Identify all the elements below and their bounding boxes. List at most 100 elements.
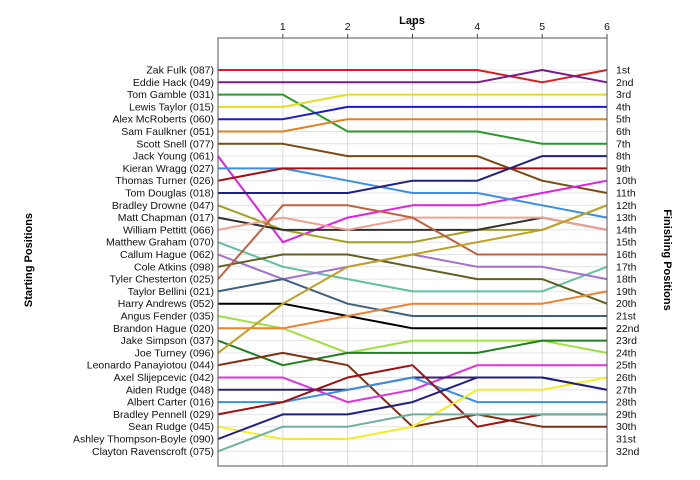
finishing-label: 17th	[616, 261, 637, 273]
finishing-labels: 1st2nd3rd4th5th6th7th8th9th10th11th12th1…	[616, 65, 640, 458]
starting-label: William Pettitt (066)	[123, 224, 214, 236]
series-line	[217, 376, 608, 440]
finishing-label: 32nd	[616, 446, 640, 458]
series-line	[217, 204, 607, 280]
starting-label: Angus Fender (035)	[121, 311, 214, 323]
x-ticks: 1 2 3 4 5 6	[280, 21, 610, 38]
starting-label: Bradley Pennell (029)	[113, 409, 214, 421]
starting-label: Sean Rudge (045)	[128, 421, 214, 433]
starting-label: Cole Atkins (098)	[134, 261, 214, 273]
y-axis-left-title: Starting Positions	[23, 213, 35, 307]
starting-label: Eddie Hack (049)	[133, 77, 214, 89]
series-line	[217, 413, 607, 453]
finishing-label: 25th	[616, 360, 637, 372]
plot-frame	[217, 37, 608, 467]
finishing-label: 4th	[616, 101, 631, 113]
finishing-label: 23rd	[616, 335, 637, 347]
series-line	[217, 253, 608, 305]
starting-label: Kieran Wragg (027)	[123, 163, 214, 175]
finishing-label: 21st	[616, 311, 636, 323]
y-axis-right-title: Finishing Positions	[661, 209, 673, 310]
starting-label: Bradley Drowne (047)	[112, 200, 214, 212]
series-line	[217, 241, 608, 293]
starting-label: Thomas Turner (026)	[115, 175, 214, 187]
series-line	[217, 339, 607, 367]
series-line	[218, 105, 607, 121]
starting-label: Jake Simpson (037)	[121, 335, 214, 347]
series-line	[218, 155, 607, 194]
finishing-label: 26th	[616, 372, 637, 384]
finishing-label: 15th	[616, 237, 637, 249]
series-line	[218, 142, 608, 194]
series-line	[218, 118, 607, 133]
finishing-label: 11th	[616, 188, 636, 200]
starting-label: Jack Young (061)	[133, 151, 214, 163]
finishing-label: 22nd	[616, 323, 640, 335]
starting-label: Scott Snell (077)	[136, 138, 214, 150]
starting-label: Matt Chapman (017)	[118, 212, 214, 224]
series-line	[218, 93, 607, 108]
starting-label: Aiden Rudge (048)	[126, 384, 214, 396]
starting-label: Callum Hague (062)	[120, 249, 214, 261]
finishing-label: 19th	[616, 286, 637, 298]
finishing-label: 24th	[616, 347, 637, 359]
starting-label: Axel Slijepcevic (042)	[114, 372, 214, 384]
starting-label: Alex McRoberts (060)	[112, 114, 214, 126]
series-line	[217, 278, 607, 317]
finishing-label: 16th	[616, 249, 637, 261]
series-line	[218, 69, 608, 84]
series-line	[218, 93, 607, 145]
finishing-label: 1st	[616, 65, 630, 77]
finishing-label: 3rd	[616, 89, 631, 101]
finishing-label: 14th	[616, 224, 637, 236]
finishing-label: 20th	[616, 298, 637, 310]
finishing-label: 9th	[616, 163, 631, 175]
starting-label: Leonardo Panayiotou (044)	[87, 360, 214, 372]
finishing-label: 7th	[616, 138, 631, 150]
starting-labels: Zak Fulk (087)Eddie Hack (049)Tom Gamble…	[73, 65, 214, 458]
starting-label: Tom Douglas (018)	[125, 188, 214, 200]
series-line	[218, 364, 607, 404]
starting-label: Ashley Thompson-Boyle (090)	[73, 434, 214, 446]
x-axis-title: Laps	[399, 15, 425, 27]
starting-label: Lewis Taylor (015)	[129, 101, 214, 113]
starting-label: Harry Andrews (052)	[118, 298, 214, 310]
x-tick-label: 6	[604, 21, 610, 33]
starting-label: Joe Turney (096)	[135, 347, 214, 359]
finishing-label: 28th	[616, 397, 637, 409]
starting-label: Zak Fulk (087)	[146, 65, 214, 77]
x-tick-label: 3	[410, 21, 416, 33]
finishing-label: 2nd	[616, 77, 634, 89]
series-line	[217, 204, 608, 354]
starting-label: Albert Carter (016)	[127, 397, 214, 409]
finishing-label: 18th	[616, 274, 637, 286]
series-lines	[217, 69, 608, 453]
starting-label: Matthew Graham (070)	[106, 237, 214, 249]
x-tick-label: 1	[280, 21, 286, 33]
series-line	[218, 290, 608, 330]
finishing-label: 8th	[616, 151, 631, 163]
series-line	[218, 69, 608, 84]
starting-label: Taylor Bellini (021)	[128, 286, 214, 298]
x-tick-label: 4	[474, 21, 480, 33]
series-line	[217, 376, 608, 440]
finishing-label: 6th	[616, 126, 631, 138]
finishing-label: 31st	[616, 434, 636, 446]
finishing-label: 5th	[616, 114, 631, 126]
starting-label: Tom Gamble (031)	[127, 89, 214, 101]
starting-label: Tyler Chesterton (025)	[110, 274, 214, 286]
series-line	[217, 155, 608, 244]
x-tick-label: 2	[345, 21, 351, 33]
finishing-label: 30th	[616, 421, 637, 433]
series-line	[217, 167, 607, 182]
finishing-label: 10th	[616, 175, 637, 187]
starting-label: Clayton Ravenscroft (075)	[92, 446, 214, 458]
finishing-label: 27th	[616, 384, 637, 396]
x-tick-label: 5	[539, 21, 545, 33]
finishing-label: 13th	[616, 212, 637, 224]
starting-label: Sam Faulkner (051)	[121, 126, 214, 138]
finishing-label: 29th	[616, 409, 637, 421]
finishing-label: 12th	[616, 200, 637, 212]
starting-label: Brandon Hague (020)	[113, 323, 214, 335]
